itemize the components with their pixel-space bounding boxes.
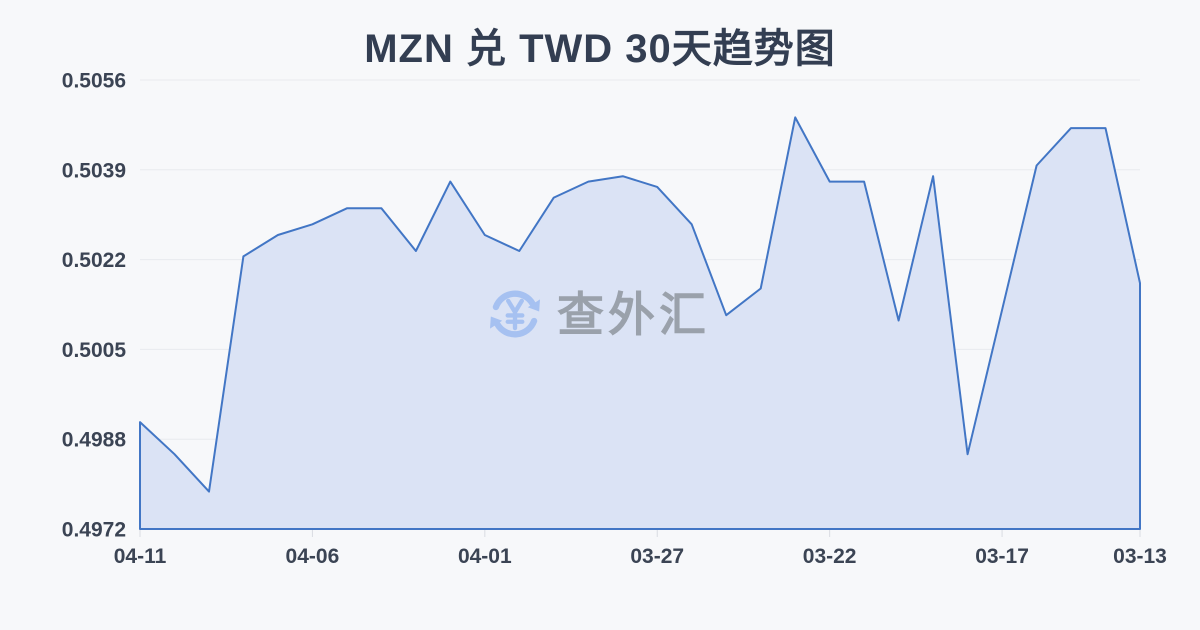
x-axis-label: 04-11 <box>114 545 167 568</box>
y-axis-labels: 0.5056 0.5039 0.5022 0.5005 0.4988 0.4972 <box>62 70 127 542</box>
x-axis-label: 04-06 <box>286 545 340 568</box>
trend-area <box>139 116 1141 530</box>
x-axis-ticks <box>139 530 1141 537</box>
x-axis-label: 03-27 <box>630 545 684 568</box>
x-axis-label: 03-22 <box>803 545 857 568</box>
x-axis-label: 03-17 <box>975 545 1029 568</box>
x-axis-label: 03-13 <box>1113 545 1167 568</box>
y-axis-label: 0.5005 <box>62 339 127 362</box>
chart-title: MZN 兑 TWD 30天趋势图 <box>364 27 836 71</box>
y-axis-label: 0.5039 <box>62 159 126 182</box>
y-axis-label: 0.5056 <box>62 70 126 93</box>
y-axis-label: 0.4988 <box>62 429 127 452</box>
y-axis-label: 0.5022 <box>62 249 126 272</box>
x-axis-labels: 04-11 04-06 04-01 03-27 03-22 03-17 03-13 <box>114 545 1167 568</box>
area-series <box>139 116 1141 530</box>
y-axis-label: 0.4972 <box>62 519 126 542</box>
x-axis-label: 04-01 <box>458 545 512 568</box>
